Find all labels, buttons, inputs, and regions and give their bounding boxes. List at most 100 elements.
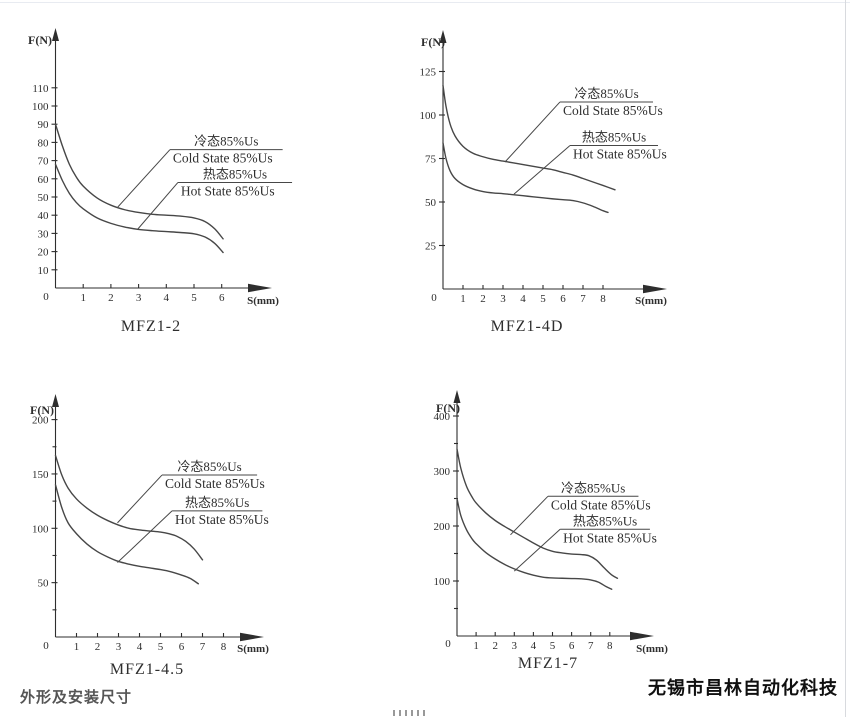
x-tick-label: 1 [460, 293, 466, 305]
y-axis-arrow-icon [453, 390, 461, 403]
y-tick-label: 50 [38, 578, 50, 590]
x-axis-title: S(mm) [247, 295, 279, 307]
x-tick-label: 2 [492, 640, 498, 652]
legend-label-en: Cold State 85%Us [173, 151, 273, 166]
origin-label: 0 [43, 640, 49, 652]
legend-leader-line [117, 149, 171, 208]
y-tick-label: 75 [425, 154, 437, 166]
x-tick-label: 1 [80, 292, 86, 304]
cold-state-curve [442, 84, 616, 191]
x-tick-label: 3 [512, 640, 518, 652]
x-tick-label: 1 [473, 640, 479, 652]
y-axis-title: F(N) [436, 401, 460, 415]
x-axis-title: S(mm) [635, 295, 667, 307]
legend-label-en: Hot State 85%Us [181, 183, 275, 198]
y-tick-label: 50 [425, 197, 437, 209]
y-tick-label: 80 [38, 137, 50, 149]
y-axis-arrow-icon [439, 30, 447, 43]
legend-leader-line [513, 528, 561, 572]
y-tick-label: 60 [38, 174, 50, 186]
x-tick-label: 1 [74, 641, 80, 653]
x-axis-arrow-icon [240, 632, 264, 642]
legend-label-en: Hot State 85%Us [573, 146, 667, 161]
y-tick-label: 125 [420, 67, 437, 79]
cold-state-curve [456, 448, 619, 579]
legend-leader-line [136, 182, 179, 231]
x-tick-label: 2 [95, 641, 101, 653]
x-axis-arrow-icon [248, 283, 272, 293]
chart-title: MFZ1-4D [491, 318, 564, 335]
y-tick-label: 20 [38, 247, 50, 259]
legend-label-en: Cold State 85%Us [165, 476, 265, 491]
hot-state-curve [54, 163, 224, 254]
cold-state-curve [54, 454, 204, 561]
y-tick-label: 200 [434, 521, 451, 533]
legend-label-en: Hot State 85%Us [175, 512, 269, 527]
y-tick-label: 90 [38, 119, 50, 131]
x-tick-label: 2 [108, 292, 114, 304]
page-right-border [845, 0, 846, 717]
origin-label: 0 [431, 292, 437, 304]
x-tick-label: 7 [580, 293, 586, 305]
legend-leader-line [117, 510, 173, 563]
x-tick-label: 8 [600, 293, 606, 305]
x-tick-label: 8 [221, 641, 227, 653]
legend-leader-line [510, 495, 549, 536]
section-label: 外形及安装尺寸 [20, 689, 133, 706]
y-axis-title: F(N) [28, 33, 52, 47]
x-tick-label: 7 [200, 641, 206, 653]
y-tick-label: 100 [32, 523, 49, 535]
legend-label-en: Cold State 85%Us [551, 497, 651, 512]
chart-title: MFZ1-4.5 [110, 661, 184, 678]
x-tick-label: 3 [116, 641, 122, 653]
origin-label: 0 [445, 638, 451, 650]
company-name: 无锡市昌林自动化科技 [648, 678, 838, 698]
hot-state-curve [456, 497, 613, 590]
x-tick-label: 6 [560, 293, 566, 305]
y-tick-label: 300 [434, 466, 451, 478]
x-tick-label: 4 [137, 641, 143, 653]
x-tick-label: 5 [191, 292, 197, 304]
clipped-text-fragment [393, 710, 425, 716]
legend-leader-line [117, 474, 163, 524]
y-tick-label: 40 [38, 210, 50, 222]
y-tick-label: 100 [420, 110, 437, 122]
y-axis-title: F(N) [421, 35, 445, 49]
x-tick-label: 5 [540, 293, 546, 305]
x-tick-label: 5 [158, 641, 164, 653]
chart-title: MFZ1-2 [121, 318, 181, 335]
page-top-border [0, 2, 850, 3]
y-tick-label: 50 [38, 192, 50, 204]
x-tick-label: 4 [164, 292, 170, 304]
y-tick-label: 110 [32, 83, 49, 95]
y-tick-label: 10 [38, 265, 50, 277]
y-tick-label: 400 [434, 411, 451, 423]
x-tick-label: 5 [550, 640, 556, 652]
chart-mfz1-4.5: 50 100 150 200 1 2 3 4 5 6 7 8 0 F(N) S(mm) 冷态85%Us Cold… [30, 394, 269, 678]
y-tick-label: 100 [434, 576, 451, 588]
origin-label: 0 [43, 291, 49, 303]
y-tick-label: 25 [425, 241, 437, 253]
x-tick-label: 6 [569, 640, 575, 652]
y-tick-label: 100 [32, 101, 49, 113]
x-tick-label: 6 [219, 292, 225, 304]
y-tick-label: 70 [38, 156, 50, 168]
legend-label-en: Cold State 85%Us [563, 103, 663, 118]
y-axis-title: F(N) [30, 403, 54, 417]
legend-leader-line [513, 145, 571, 195]
chart-title: MFZ1-7 [518, 655, 578, 672]
x-axis-title: S(mm) [237, 643, 269, 655]
y-tick-label: 30 [38, 228, 50, 240]
legend-label-en: Hot State 85%Us [563, 530, 657, 545]
x-tick-label: 8 [607, 640, 613, 652]
legend-label-cn: 冷态85%Us [177, 459, 241, 474]
legend-label-cn: 热态85%Us [573, 513, 637, 528]
x-tick-label: 3 [500, 293, 506, 305]
chart-mfz1-7: 100 200 300 400 1 2 3 4 5 6 7 8 0 F(N) S(mm) 冷态85%Us Col… [434, 390, 668, 672]
x-axis-arrow-icon [643, 284, 667, 294]
x-tick-label: 4 [520, 293, 526, 305]
legend-label-cn: 热态85%Us [203, 166, 267, 181]
x-axis-title: S(mm) [636, 643, 668, 655]
x-tick-label: 7 [588, 640, 594, 652]
